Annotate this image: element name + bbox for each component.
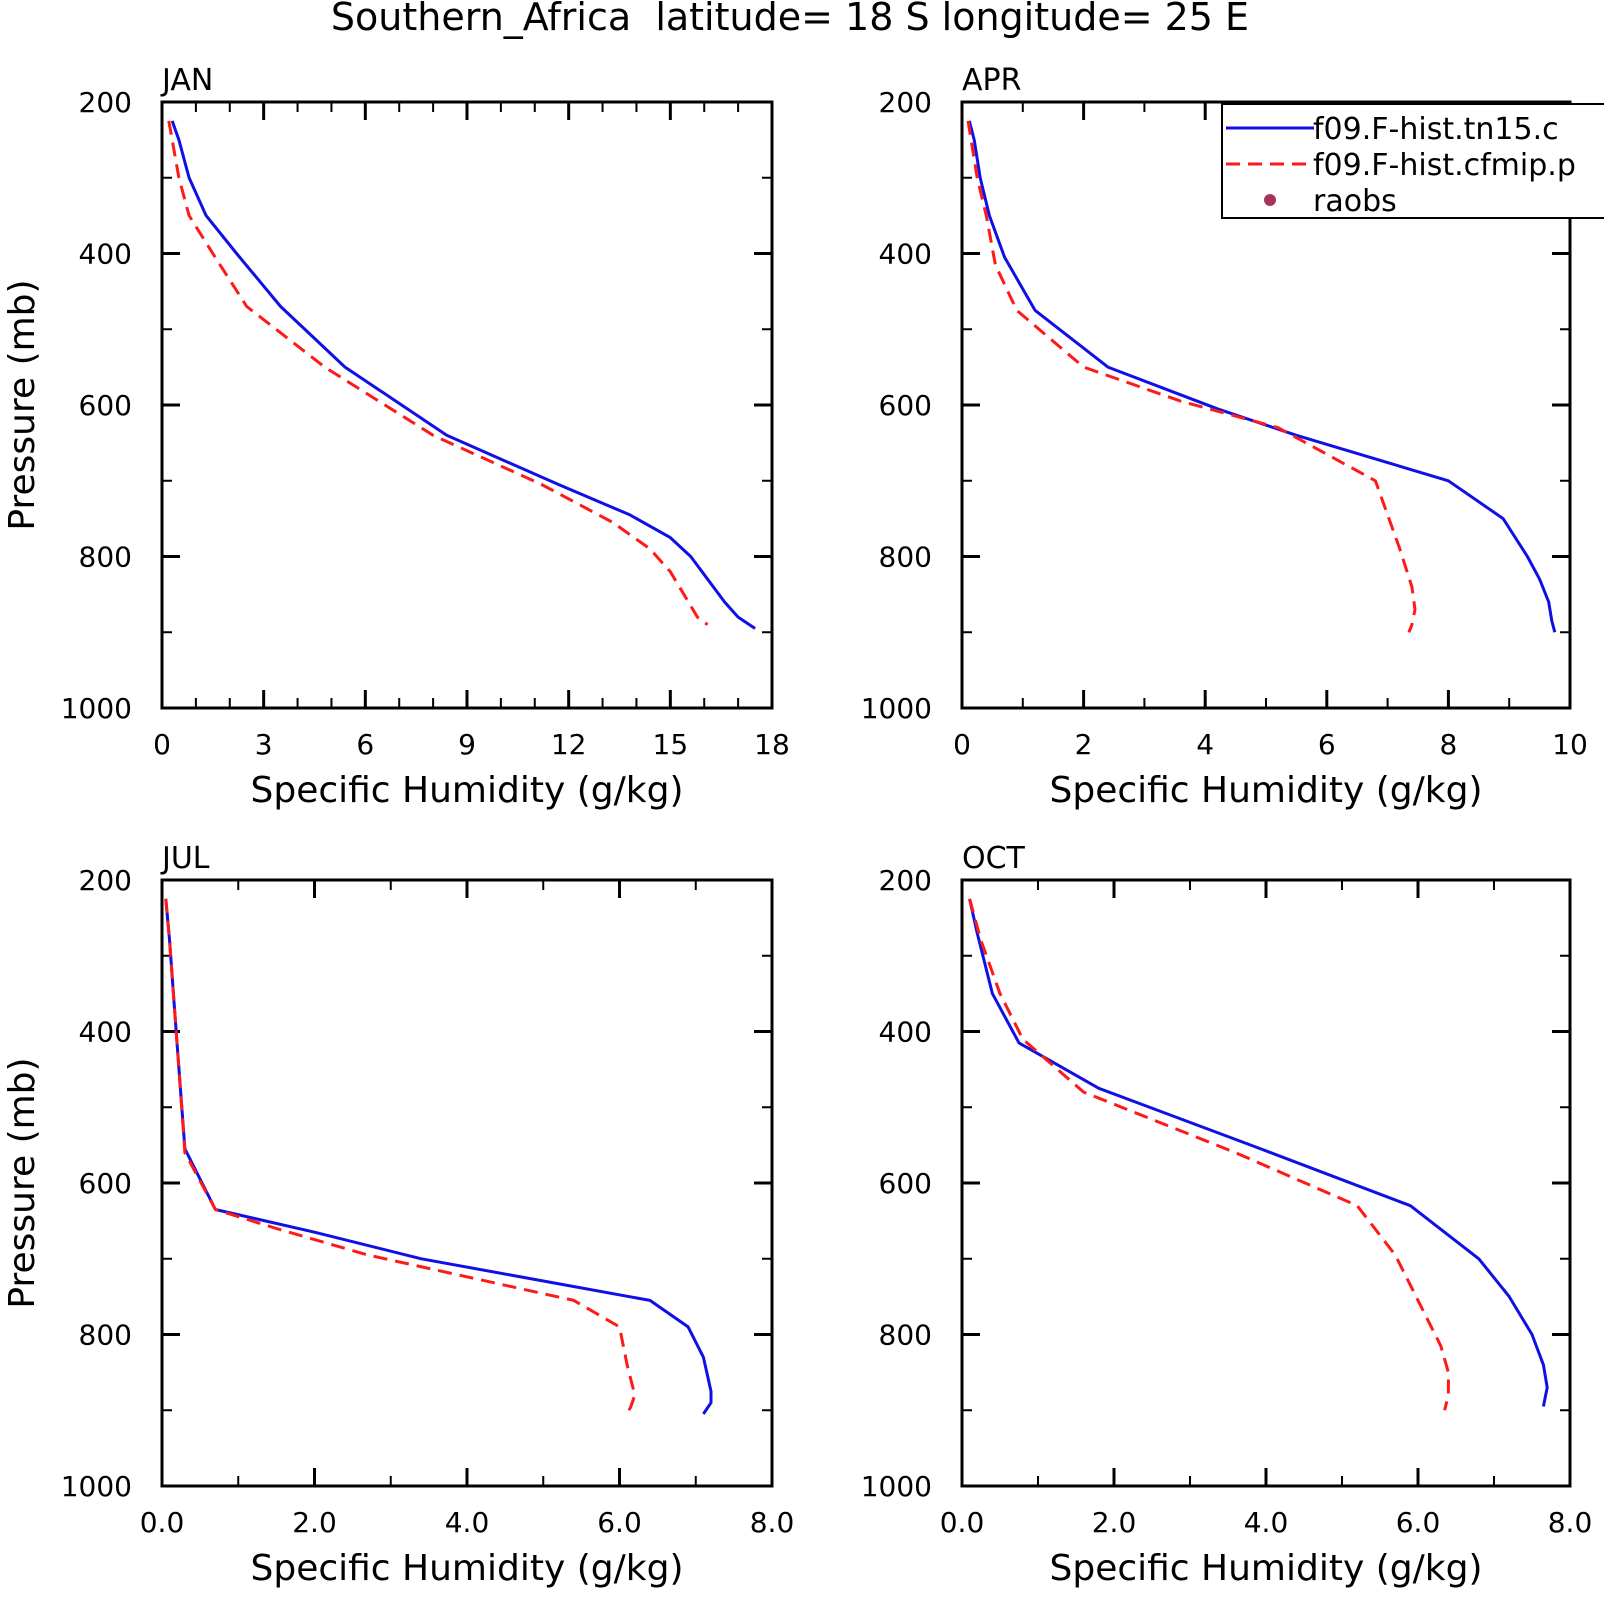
- x-tick-label: 8.0: [750, 1506, 795, 1539]
- legend-label: f09.F-hist.tn15.c: [1313, 112, 1559, 147]
- x-tick-label: 12: [551, 728, 587, 761]
- x-tick-label: 3: [255, 728, 273, 761]
- y-tick-label: 600: [879, 1167, 932, 1200]
- y-tick-label: 800: [79, 541, 132, 574]
- plot-frame: [160, 878, 774, 1488]
- legend-label: f09.F-hist.cfmip.p: [1313, 148, 1576, 183]
- y-axis-label: Pressure (mb): [2, 279, 43, 530]
- y-tick-label: 800: [879, 1319, 932, 1352]
- x-tick-label: 2.0: [1092, 1506, 1137, 1539]
- x-tick-label: 0: [953, 728, 971, 761]
- x-tick-label: 4: [1196, 728, 1214, 761]
- x-tick-label: 6.0: [597, 1506, 642, 1539]
- x-tick-label: 8.0: [1548, 1506, 1593, 1539]
- y-tick-label: 1000: [861, 1470, 932, 1503]
- panel-label: OCT: [962, 841, 1026, 876]
- y-tick-label: 400: [879, 1016, 932, 1049]
- y-tick-label: 200: [79, 86, 132, 119]
- x-tick-label: 4.0: [1244, 1506, 1289, 1539]
- plot-frame: [160, 100, 774, 710]
- x-tick-label: 2.0: [292, 1506, 337, 1539]
- legend-label: raobs: [1313, 184, 1397, 219]
- legend-box: [1221, 103, 1604, 219]
- series-line: [164, 898, 713, 1415]
- panel-label: JUL: [160, 841, 210, 876]
- x-tick-label: 0.0: [940, 1506, 985, 1539]
- series-line: [164, 898, 637, 1415]
- x-tick-label: 4.0: [445, 1506, 490, 1539]
- y-tick-label: 1000: [61, 692, 132, 725]
- y-axis-label: Pressure (mb): [2, 1057, 43, 1308]
- y-tick-label: 1000: [861, 692, 932, 725]
- x-tick-label: 2: [1075, 728, 1093, 761]
- panels: JAN 0 3 6 9 12 15 18 200 400 600 800 1000 Specific Hu…: [2, 63, 1604, 1589]
- x-tick-label: 6.0: [1396, 1506, 1441, 1539]
- legend-marker: [1264, 194, 1276, 206]
- figure-title: Southern_Africa latitude= 18 S longitude…: [331, 0, 1249, 39]
- y-tick-label: 200: [879, 86, 932, 119]
- y-tick-label: 800: [879, 541, 932, 574]
- x-tick-label: 0: [153, 728, 171, 761]
- series-line: [968, 898, 1549, 1407]
- x-tick-label: 0.0: [140, 1506, 185, 1539]
- y-tick-label: 600: [79, 1167, 132, 1200]
- x-tick-label: 18: [754, 728, 790, 761]
- series-line: [170, 120, 756, 630]
- y-tick-label: 400: [79, 1016, 132, 1049]
- y-tick-label: 1000: [61, 1470, 132, 1503]
- x-axis-label: Specific Humidity (g/kg): [250, 1548, 683, 1589]
- plot-frame: [960, 878, 1572, 1488]
- y-tick-label: 600: [879, 389, 932, 422]
- y-tick-label: 800: [79, 1319, 132, 1352]
- y-tick-label: 200: [79, 864, 132, 897]
- series-line: [167, 120, 709, 626]
- x-axis-label: Specific Humidity (g/kg): [1049, 770, 1482, 811]
- panel-label: JAN: [160, 63, 213, 98]
- panel-oct: OCT 0.0 2.0 4.0 6.0 8.0 200 400 600 800 1000 Specif…: [861, 841, 1593, 1589]
- panel-jul: JUL 0.0 2.0 4.0 6.0 8.0 200 400 600 800 1000 Specif…: [2, 841, 794, 1589]
- x-tick-label: 9: [458, 728, 476, 761]
- y-tick-label: 400: [79, 238, 132, 271]
- series-line: [966, 120, 1417, 633]
- y-tick-label: 400: [879, 238, 932, 271]
- x-tick-label: 6: [1318, 728, 1336, 761]
- x-axis-label: Specific Humidity (g/kg): [1049, 1548, 1482, 1589]
- x-tick-label: 10: [1552, 728, 1588, 761]
- panel-apr: APR 0 2 4 6 8 10 200 400 600 800 1000 Specific Humid…: [861, 63, 1588, 811]
- panel-jan: JAN 0 3 6 9 12 15 18 200 400 600 800 1000 Specific Hu…: [2, 63, 790, 811]
- x-axis-label: Specific Humidity (g/kg): [250, 770, 683, 811]
- series-line: [968, 898, 1450, 1411]
- x-tick-label: 6: [356, 728, 374, 761]
- x-tick-label: 8: [1439, 728, 1457, 761]
- y-tick-label: 600: [79, 389, 132, 422]
- panel-label: APR: [962, 63, 1021, 98]
- y-tick-label: 200: [879, 864, 932, 897]
- x-tick-label: 15: [653, 728, 689, 761]
